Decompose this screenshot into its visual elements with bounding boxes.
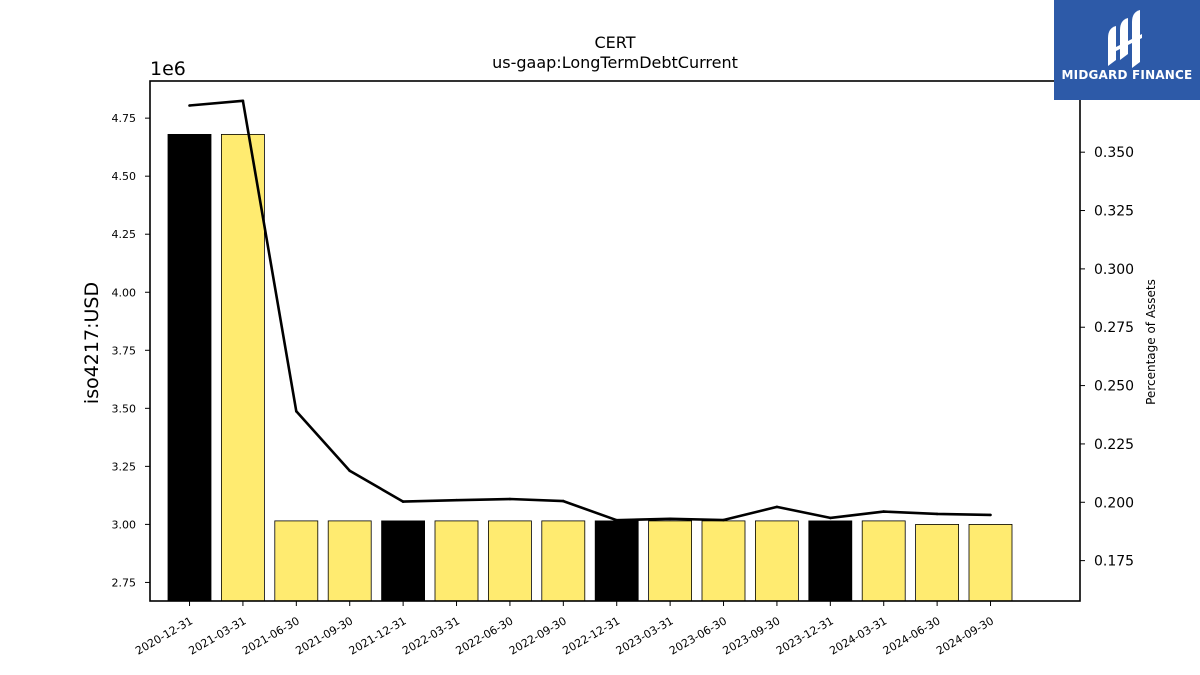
y2-axis-ticks: 0.175 0.200 0.225 0.250 0.275 0.300 0.325 0.350 xyxy=(1080,145,1134,570)
bar-series xyxy=(167,133,1013,602)
chart-title: CERT xyxy=(594,33,635,52)
line-point-2022-09-30 xyxy=(562,499,565,503)
x-tick-label: 2024-06-30 xyxy=(881,614,943,657)
x-tick-label: 2024-09-30 xyxy=(934,614,996,657)
plot-frame xyxy=(149,80,1081,602)
x-tick-label: 2022-12-31 xyxy=(560,614,622,657)
x-tick-label: 2021-12-31 xyxy=(347,614,409,657)
line-series xyxy=(188,99,992,522)
bar-2022-09-30 xyxy=(541,520,586,602)
x-tick-label: 2023-06-30 xyxy=(667,614,729,657)
y2-tick-label: 0.275 xyxy=(1094,320,1134,336)
x-tick-label: 2023-03-31 xyxy=(614,614,676,657)
x-tick-label: 2021-09-30 xyxy=(293,614,355,657)
x-tick-label: 2022-03-31 xyxy=(400,614,462,657)
bar-2024-03-31 xyxy=(861,520,906,602)
bar-2023-12-31 xyxy=(808,520,853,602)
x-tick-label: 2024-03-31 xyxy=(827,614,889,657)
line-point-2023-12-31 xyxy=(829,516,832,520)
y-tick-label: 2.75 xyxy=(112,576,137,589)
x-tick-label: 2020-12-31 xyxy=(133,614,195,657)
y-tick-label: 4.75 xyxy=(112,112,137,125)
line-point-2021-03-31 xyxy=(241,99,245,103)
midgard-logo-icon xyxy=(1108,10,1142,68)
bar-2021-06-30 xyxy=(274,520,319,602)
bar-2022-12-31 xyxy=(594,520,639,602)
line-point-2023-09-30 xyxy=(775,505,779,509)
midgard-finance-logo: MIDGARD FINANCE xyxy=(1054,0,1200,100)
line-point-2022-06-30 xyxy=(508,497,512,501)
bar-2024-09-30 xyxy=(968,524,1013,602)
line-point-2021-09-30 xyxy=(348,469,352,473)
line-point-2020-12-31 xyxy=(188,104,191,107)
y-tick-label: 4.50 xyxy=(112,170,137,183)
x-tick-label: 2022-06-30 xyxy=(454,614,516,657)
y-tick-label: 3.75 xyxy=(112,344,137,357)
y-tick-label: 3.25 xyxy=(112,460,137,473)
line-point-2024-06-30 xyxy=(935,512,939,516)
bar-2021-09-30 xyxy=(327,520,372,602)
line-point-2024-03-31 xyxy=(882,510,885,513)
bar-2023-03-31 xyxy=(648,520,692,602)
bar-2022-03-31 xyxy=(434,520,479,602)
percentage-of-assets-line xyxy=(189,99,991,522)
x-axis-ticks: 2020-12-312021-03-312021-06-302021-09-30… xyxy=(133,601,996,658)
logo-wordmark: MIDGARD FINANCE xyxy=(1061,68,1193,82)
y2-axis-label: Percentage of Assets xyxy=(1144,279,1158,405)
y2-tick-label: 0.300 xyxy=(1094,262,1134,278)
y-tick-label: 4.00 xyxy=(112,286,137,299)
y-tick-label: 4.25 xyxy=(112,228,137,241)
x-tick-label: 2023-12-31 xyxy=(774,614,836,657)
bar-2022-06-30 xyxy=(487,520,532,602)
bar-2021-03-31 xyxy=(220,133,265,602)
chart-subtitle: us-gaap:LongTermDebtCurrent xyxy=(492,53,738,72)
bar-2023-06-30 xyxy=(701,520,746,602)
y2-tick-label: 0.225 xyxy=(1094,437,1134,453)
line-point-2021-06-30 xyxy=(295,410,298,413)
line-point-2022-12-31 xyxy=(615,518,618,522)
line-point-2023-06-30 xyxy=(722,518,725,522)
y-tick-label: 3.00 xyxy=(112,518,137,531)
y2-tick-label: 0.350 xyxy=(1094,145,1134,161)
x-tick-label: 2021-03-31 xyxy=(187,614,249,657)
y2-tick-label: 0.175 xyxy=(1094,554,1134,570)
x-tick-label: 2021-06-30 xyxy=(240,614,302,657)
bar-2020-12-31 xyxy=(167,133,212,602)
y2-tick-label: 0.200 xyxy=(1094,495,1134,511)
y-multiplier-label: 1e6 xyxy=(150,58,186,80)
bar-2024-06-30 xyxy=(915,524,959,602)
y-tick-label: 3.50 xyxy=(112,402,137,415)
line-point-2023-03-31 xyxy=(668,517,672,521)
line-point-2024-09-30 xyxy=(989,513,992,517)
y2-tick-label: 0.250 xyxy=(1094,379,1134,395)
bar-2021-12-31 xyxy=(381,520,426,602)
y-axis-ticks: 2.75 3.00 3.25 3.50 3.75 4.00 4.25 4.50 4.75 xyxy=(112,112,150,589)
bar-2023-09-30 xyxy=(755,520,799,602)
line-point-2021-12-31 xyxy=(401,500,405,503)
x-tick-label: 2022-09-30 xyxy=(507,614,569,657)
line-point-2022-03-31 xyxy=(455,498,458,502)
x-tick-label: 2023-09-30 xyxy=(721,614,783,657)
y2-tick-label: 0.325 xyxy=(1094,204,1134,220)
y-axis-label: iso4217:USD xyxy=(81,282,103,404)
